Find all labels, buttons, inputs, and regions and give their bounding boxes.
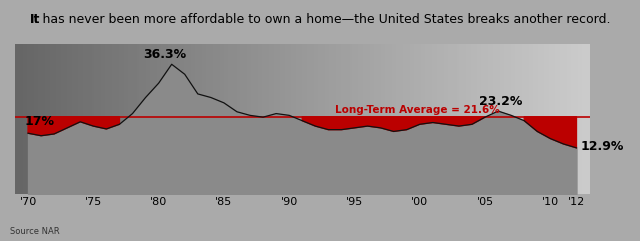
- Text: It has never been more affordable to own a home—the United States breaks another: It has never been more affordable to own…: [29, 13, 611, 26]
- Text: 23.2%: 23.2%: [479, 94, 522, 107]
- Text: 12.9%: 12.9%: [580, 140, 624, 153]
- Text: 36.3%: 36.3%: [143, 48, 187, 61]
- Text: Long-Term Average = 21.6%: Long-Term Average = 21.6%: [335, 105, 500, 114]
- Text: It: It: [29, 13, 40, 26]
- Text: 17%: 17%: [24, 115, 54, 128]
- Text: Source NAR: Source NAR: [10, 227, 60, 236]
